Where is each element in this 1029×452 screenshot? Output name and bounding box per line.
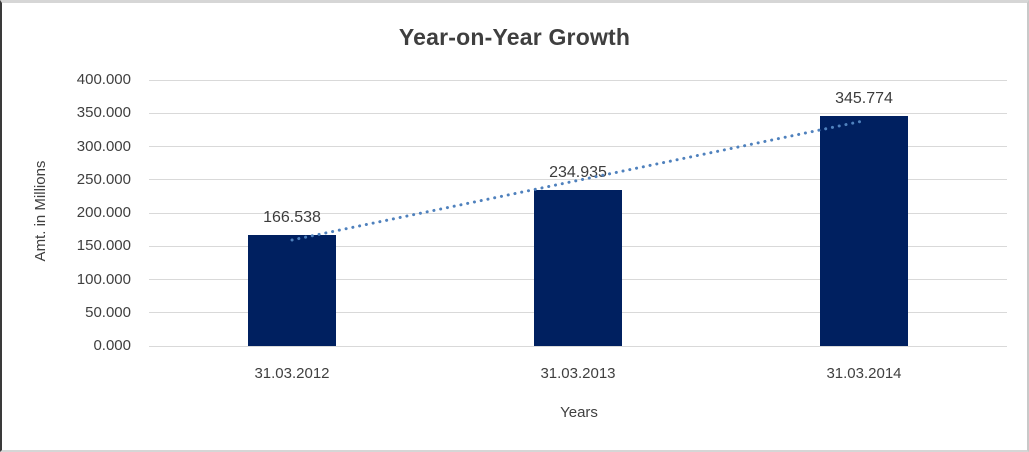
gridline bbox=[149, 345, 1007, 347]
y-axis-tick-label: 300.000 bbox=[76, 137, 131, 155]
bar bbox=[534, 189, 622, 346]
bar bbox=[248, 235, 336, 346]
bar-value-label: 166.538 bbox=[263, 209, 321, 227]
x-axis-title: Years bbox=[560, 404, 598, 421]
y-axis-tick-label: 400.000 bbox=[76, 71, 131, 88]
x-axis-category-label: 31.03.2012 bbox=[254, 365, 330, 382]
y-axis-tick-label: 250.000 bbox=[76, 170, 131, 188]
bar bbox=[820, 116, 908, 346]
bar-value-label: 234.935 bbox=[549, 163, 607, 181]
y-axis-tick-label: 50.000 bbox=[85, 303, 131, 321]
x-axis-category-label: 31.03.2014 bbox=[826, 365, 902, 382]
gridline bbox=[149, 79, 1007, 81]
y-axis-tick-label: 0.000 bbox=[93, 337, 131, 354]
y-axis-tick-label: 350.000 bbox=[76, 104, 131, 122]
bar-value-label: 345.774 bbox=[835, 90, 893, 108]
y-axis-tick-label: 150.000 bbox=[76, 237, 131, 255]
y-axis-tick-label: 100.000 bbox=[76, 270, 131, 288]
chart-title: Year-on-Year Growth bbox=[398, 24, 631, 50]
gridline bbox=[149, 112, 1007, 114]
x-axis-category-label: 31.03.2013 bbox=[540, 365, 616, 382]
y-axis-tick-label: 200.000 bbox=[76, 204, 131, 221]
